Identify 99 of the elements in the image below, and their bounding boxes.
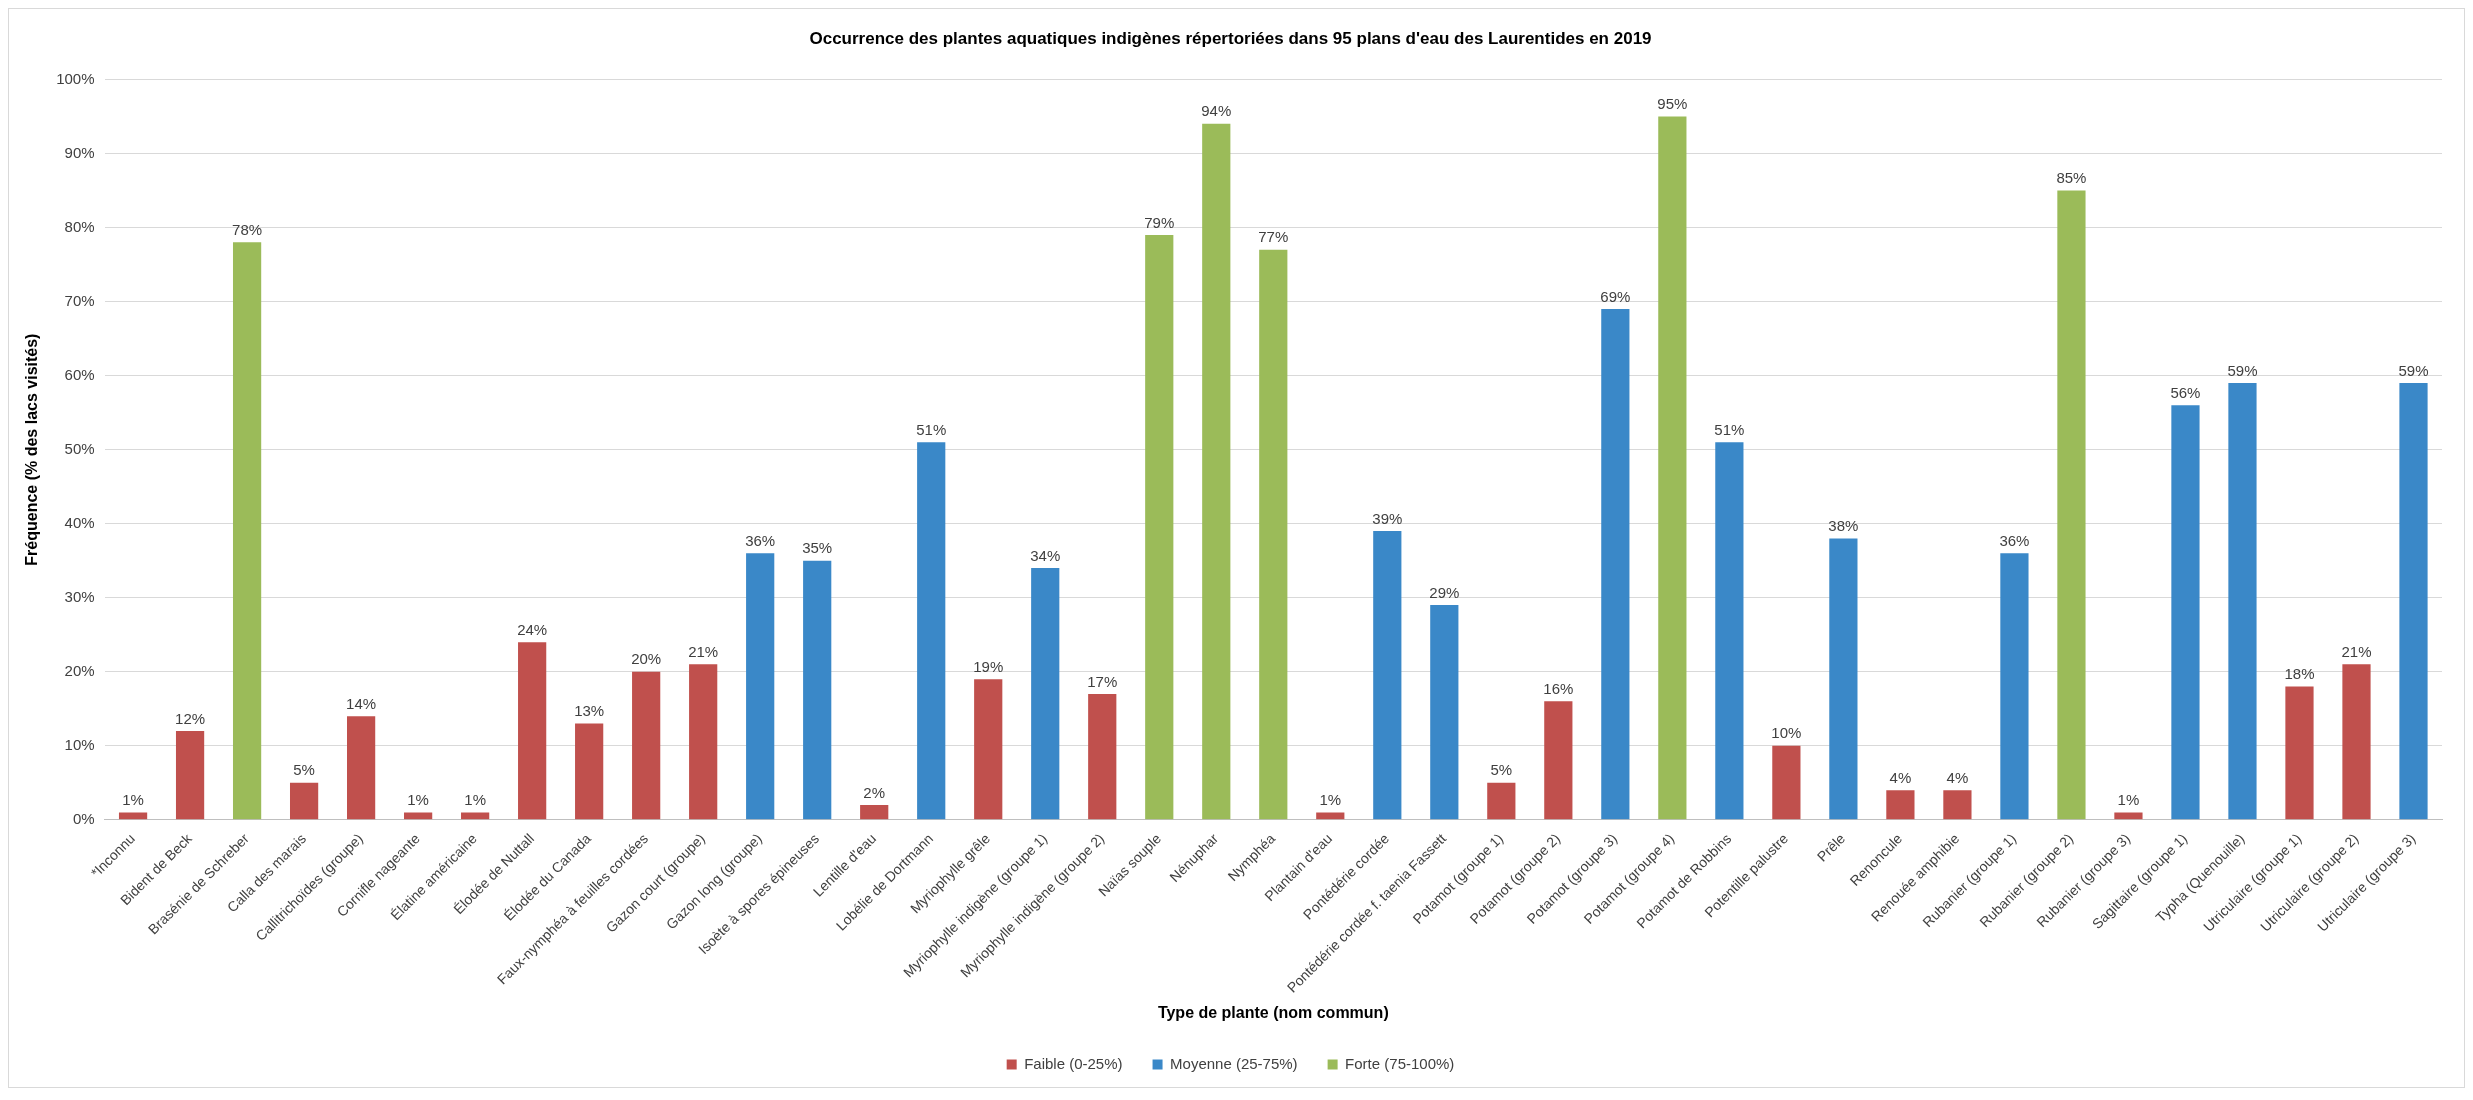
y-tick-label: 90% [64,143,95,161]
bar [232,242,262,820]
data-label: 1% [122,791,144,809]
data-label: 51% [1714,420,1745,438]
data-label: 79% [1144,213,1175,231]
bar [2057,190,2086,820]
bar [1601,308,1630,820]
data-label: 77% [1258,228,1289,246]
bar [175,730,205,820]
data-label: 95% [1657,95,1688,113]
data-label: 5% [1490,761,1513,779]
y-tick-label: 30% [64,587,95,605]
data-label: 10% [1771,724,1802,742]
y-tick-label: 100% [56,69,95,87]
bar [2171,405,2200,820]
data-label: 21% [2341,642,2372,660]
data-label: 16% [1543,680,1574,698]
bar [2285,686,2314,820]
data-label: 94% [1201,102,1232,120]
bar [2342,664,2371,820]
data-label: 38% [1828,517,1859,535]
bar [518,642,547,820]
bar [1943,790,1972,820]
y-tick-label: 80% [64,217,95,235]
data-label: 4% [1889,768,1912,786]
bar [1658,116,1687,820]
y-tick-label: 0% [72,809,95,827]
data-label: 36% [745,531,776,549]
bar [746,553,775,820]
bar [2399,382,2428,820]
bar [1430,605,1459,820]
x-axis-title: Type de plante (nom commun) [1157,1003,1389,1021]
data-label: 85% [2056,169,2087,187]
data-label: 14% [346,694,377,712]
data-label: 20% [631,650,662,668]
bar [404,812,433,820]
bar [1202,123,1231,820]
data-label: 5% [293,761,315,779]
bar [1886,790,1915,820]
bar [2114,812,2143,820]
legend-label: Forte (75-100%) [1345,1054,1455,1072]
y-tick-label: 50% [64,439,95,457]
bar [1088,693,1117,820]
bar [860,805,889,820]
y-tick-label: 20% [64,661,95,679]
data-label: 18% [2284,665,2315,683]
y-tick-label: 10% [64,735,95,753]
data-label: 59% [2398,361,2429,379]
bar [1145,234,1174,820]
bar [689,664,718,820]
data-label: 4% [1946,768,1969,786]
bar [974,679,1003,820]
legend-label: Faible (0-25%) [1024,1054,1123,1072]
data-label: 1% [1319,791,1342,809]
bar [1544,701,1573,820]
bar [1373,531,1402,820]
bar [289,782,319,820]
bar [1259,249,1288,820]
bar [118,812,148,820]
bar [1316,812,1345,820]
data-label: 78% [232,220,263,238]
data-label: 17% [1087,672,1118,690]
data-label: 36% [1999,531,2030,549]
bar [632,671,661,820]
bar [1715,442,1744,820]
data-label: 35% [802,539,833,557]
data-label: 56% [2170,383,2201,401]
bar [2228,382,2257,820]
y-tick-label: 60% [64,365,95,383]
data-label: 34% [1030,546,1061,564]
data-label: 24% [517,620,548,638]
data-label: 1% [407,791,429,809]
bar [461,812,490,820]
bar [347,716,376,820]
chart-title: Occurrence des plantes aquatiques indigènes répertoriées dans 95 plans d'eau des Laurentides en 2019 [809,28,1652,48]
bar [1829,538,1858,820]
bar [2000,553,2029,820]
data-label: 29% [1429,583,1460,601]
data-label: 39% [1372,509,1403,527]
data-label: 13% [574,702,605,720]
data-label: 59% [2227,361,2258,379]
bar [1487,782,1516,820]
data-label: 1% [2117,791,2140,809]
data-label: 69% [1600,287,1631,305]
y-tick-label: 40% [64,513,95,531]
data-label: 12% [175,709,206,727]
bar [575,723,604,820]
data-label: 1% [464,791,486,809]
bar [803,560,832,820]
bar [917,442,946,820]
y-axis-title: Fréquence (% des lacs visités) [23,333,41,566]
data-label: 51% [916,420,947,438]
y-tick-label: 70% [64,291,95,309]
legend-label: Moyenne (25-75%) [1170,1054,1298,1072]
data-label: 21% [688,642,719,660]
bar [1031,568,1060,820]
bar [1772,745,1801,820]
data-label: 19% [973,657,1004,675]
data-label: 2% [863,783,886,801]
